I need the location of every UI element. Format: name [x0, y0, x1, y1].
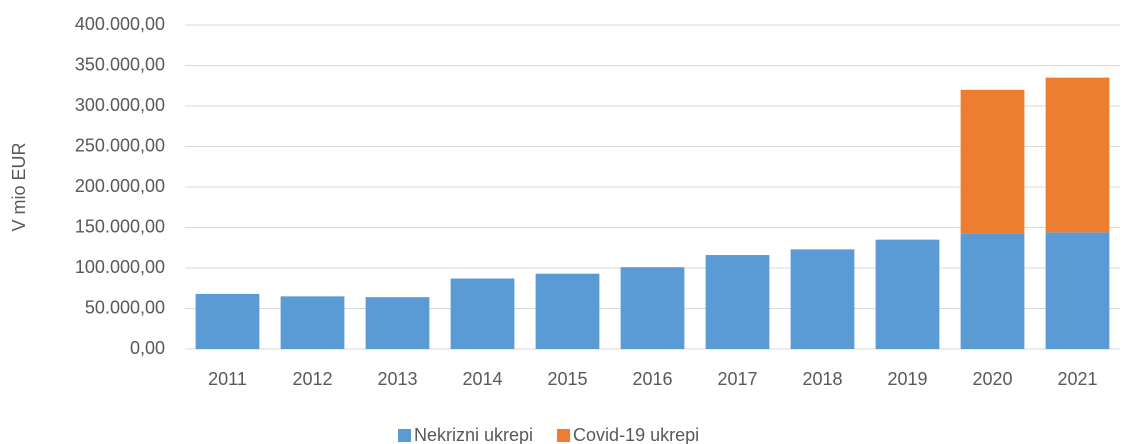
bar-segment	[450, 278, 515, 349]
y-tick-label: 400.000,00	[75, 14, 165, 34]
y-tick-label: 50.000,00	[85, 297, 165, 317]
bar-segment	[1045, 77, 1110, 233]
x-tick-label: 2016	[632, 369, 672, 389]
x-tick-label: 2012	[292, 369, 332, 389]
bar-segment	[875, 239, 940, 349]
y-tick-label: 250.000,00	[75, 135, 165, 155]
x-tick-label: 2020	[972, 369, 1012, 389]
bar-segment	[1045, 232, 1110, 349]
y-tick-label: 100.000,00	[75, 257, 165, 277]
y-tick-label: 350.000,00	[75, 54, 165, 74]
x-tick-label: 2017	[717, 369, 757, 389]
legend-label: Covid-19 ukrepi	[573, 425, 699, 444]
legend-swatch	[398, 429, 411, 442]
bar-segment	[620, 267, 685, 349]
bar-segment	[535, 273, 600, 349]
x-tick-label: 2015	[547, 369, 587, 389]
bar-segment	[705, 255, 770, 349]
bar-segment	[960, 233, 1025, 349]
bar-segment	[195, 293, 260, 349]
bar-segment	[790, 249, 855, 349]
bar-segment	[960, 89, 1025, 234]
y-tick-label: 150.000,00	[75, 216, 165, 236]
y-tick-label: 0,00	[130, 338, 165, 358]
y-tick-label: 300.000,00	[75, 95, 165, 115]
x-tick-label: 2014	[462, 369, 502, 389]
legend-label: Nekrizni ukrepi	[414, 425, 533, 444]
y-tick-label: 200.000,00	[75, 176, 165, 196]
x-tick-label: 2021	[1057, 369, 1097, 389]
x-tick-label: 2018	[802, 369, 842, 389]
x-tick-label: 2013	[377, 369, 417, 389]
x-tick-label: 2011	[208, 369, 247, 389]
bar-segment	[280, 296, 345, 349]
x-tick-label: 2019	[887, 369, 927, 389]
bar-segment	[365, 297, 430, 349]
y-axis-label: V mio EUR	[9, 142, 29, 231]
legend-swatch	[557, 429, 571, 442]
